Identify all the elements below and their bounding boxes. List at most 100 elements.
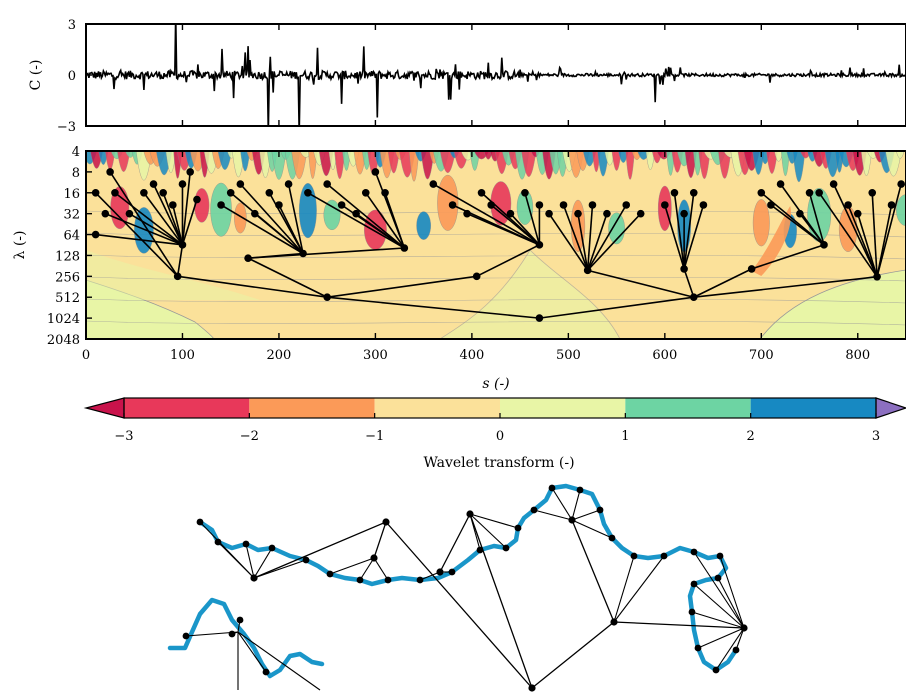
tree-node: [251, 209, 259, 218]
tree-node: [178, 180, 187, 188]
tree-edge: [177, 275, 328, 299]
w-ytick-label: 128: [55, 249, 80, 264]
w-ytick-label: 512: [55, 291, 80, 306]
w-xtick-label: 200: [267, 348, 292, 363]
planform-node: [576, 486, 584, 494]
colorbar: −3 −2 −1 0 1 2 3 Wavelet transform (-): [83, 397, 906, 471]
heatmap-contour: [86, 298, 906, 304]
w-xtick-label: 400: [459, 348, 484, 363]
tree-edge: [799, 213, 825, 246]
planform-curve: [167, 483, 739, 679]
tree-edge: [586, 204, 594, 271]
planform-node: [236, 616, 244, 624]
colorbar-tick-label: −2: [240, 429, 259, 444]
tree-node: [178, 241, 187, 249]
curvature-x-ticks: [85, 24, 859, 126]
heatmap-blob: [751, 206, 791, 276]
tree-edge: [693, 268, 752, 298]
tree-node: [815, 188, 823, 197]
tree-node: [699, 201, 708, 209]
tree-node: [361, 188, 370, 197]
wavelet-panel-frame: [85, 150, 906, 340]
planform-tree-edge: [691, 611, 745, 629]
tree-node: [111, 188, 119, 197]
c-ytick-label: 0: [68, 69, 76, 84]
tree-edge: [384, 192, 406, 249]
wavelet-y-ticks: 4 8 16 32 64 128 256 512 1024 2048: [47, 145, 92, 348]
planform-tree-edge: [373, 521, 387, 559]
heatmap-blob: [234, 202, 247, 234]
planform-tree-edge: [735, 627, 745, 651]
tree-node: [463, 209, 471, 218]
tree-edge: [856, 213, 878, 278]
curvature-y-axis-label: C (-): [28, 60, 44, 91]
colorbar-bins: [124, 398, 876, 418]
tree-node: [429, 180, 438, 188]
planform-tree-edge: [715, 627, 745, 671]
tree-edge: [109, 171, 179, 277]
planform-tree-edge: [385, 521, 533, 689]
planform-node: [436, 568, 444, 576]
tree-edge: [808, 192, 825, 246]
colorbar-bin: [500, 398, 626, 418]
tree-node: [689, 188, 698, 197]
planform-diagram: [167, 483, 748, 692]
heatmap-contour: [86, 343, 906, 347]
tree-node: [853, 209, 862, 218]
planform-node: [196, 518, 204, 526]
planform-node: [326, 570, 334, 578]
tree-edge: [327, 275, 477, 299]
tree-node: [574, 209, 582, 218]
colorbar-tick-label: 2: [747, 429, 755, 444]
w-xtick-label: 700: [749, 348, 774, 363]
planform-node: [548, 484, 556, 492]
curvature-signal-line: [86, 24, 906, 126]
tree-edge: [220, 204, 304, 255]
tree-edge: [587, 213, 642, 271]
planform-tree-edge: [613, 555, 665, 623]
colorbar-under-arrow: [83, 397, 125, 419]
tree-node: [670, 188, 679, 197]
tree-node: [400, 244, 409, 252]
tree-node: [820, 241, 828, 249]
tree-node: [448, 201, 457, 209]
planform-node: [502, 544, 510, 552]
heatmap-lobe: [86, 250, 260, 300]
planform-node: [716, 552, 724, 560]
heatmap-blob: [194, 188, 210, 223]
tree-edge: [355, 213, 405, 249]
planform-tree-edge: [469, 513, 519, 529]
tree-edge: [466, 212, 540, 246]
tree-edge: [548, 213, 589, 271]
planform-node: [214, 538, 222, 546]
planform-tree-edge: [253, 559, 307, 579]
planform-tree-edge: [571, 489, 581, 521]
planform-node: [714, 574, 722, 582]
tree-edge: [683, 192, 695, 269]
tree-edge: [287, 183, 304, 254]
tree-node: [236, 180, 245, 188]
tree-node: [244, 254, 252, 262]
planform-node: [690, 580, 698, 588]
tree-node: [897, 180, 905, 188]
wavelet-panel: 0 100 200 300 400 500 600 700 800 4 8 16 32 64 128 256…: [12, 145, 906, 392]
tree-node: [217, 201, 225, 209]
tree-node: [603, 209, 611, 218]
planform-node: [528, 684, 536, 692]
planform-node: [302, 556, 310, 564]
planform-node: [416, 576, 424, 584]
tree-node: [868, 188, 877, 197]
tree-node: [140, 188, 148, 197]
tree-node: [186, 168, 194, 176]
tree-node: [173, 272, 182, 281]
tree-edge: [181, 171, 191, 245]
tree-edge: [326, 183, 405, 249]
planform-tree-edge: [693, 551, 745, 629]
heatmap-contour: [86, 210, 906, 216]
planform-node: [466, 510, 474, 518]
heatmap-blob: [210, 182, 232, 237]
tree-node: [622, 201, 631, 209]
colorbar-tick-label: 1: [621, 429, 629, 444]
planform-tree-edge: [245, 543, 255, 579]
tree-edge: [239, 183, 304, 255]
